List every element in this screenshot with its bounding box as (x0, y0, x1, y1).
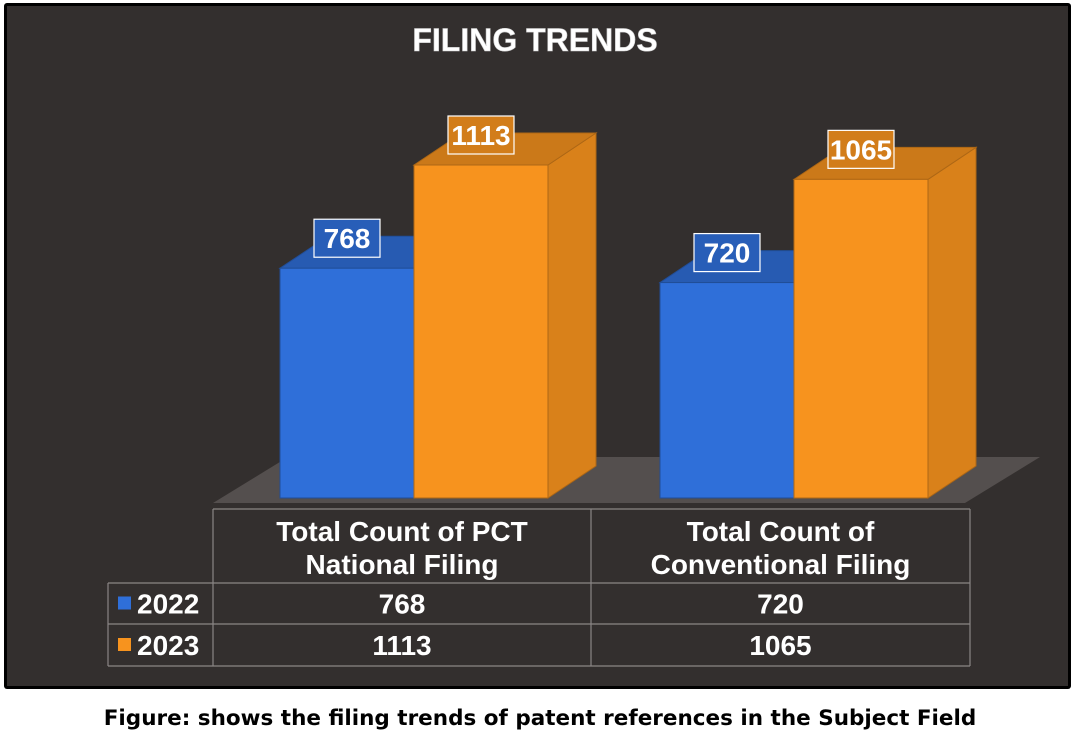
data-label: 720 (704, 238, 751, 269)
data-label-box (827, 129, 895, 169)
category-label: Conventional Filing (651, 549, 911, 580)
data-label: 1065 (830, 134, 892, 165)
legend-label-2023: 2023 (137, 630, 199, 661)
bar-side (547, 132, 597, 499)
table-cell-2022-2: 720 (757, 589, 804, 620)
figure-caption: Figure: shows the filing trends of paten… (103, 706, 977, 731)
category-label: Total Count of (687, 516, 875, 547)
data-label-box (313, 218, 381, 258)
bar-front (413, 164, 549, 499)
data-label: 1113 (451, 120, 510, 151)
legend-key-2022 (118, 596, 131, 610)
bar-side (927, 146, 977, 499)
data-label: 768 (324, 223, 371, 254)
chart-title: FILING TRENDS (412, 22, 657, 58)
table-cell-2023-2: 1065 (749, 630, 811, 661)
bar-2023-1: 1113 (412, 115, 598, 499)
bar-front (279, 267, 415, 499)
bar-front (793, 178, 929, 499)
data-label-box (693, 232, 761, 273)
bar-2023-2: 1065 (792, 129, 978, 499)
category-label: Total Count of PCT (276, 516, 527, 547)
legend-key-2023 (118, 638, 131, 651)
bar-chart: FILING TRENDS 768 1113 720 1065 Total Count … (107, 22, 1040, 667)
bar-front (659, 282, 795, 499)
table-cell-2023-1: 1113 (372, 630, 431, 661)
legend-label-2022: 2022 (137, 589, 199, 620)
data-label-box (447, 115, 515, 155)
table-cell-2022-1: 768 (379, 589, 426, 620)
category-label: National Filing (306, 549, 499, 580)
